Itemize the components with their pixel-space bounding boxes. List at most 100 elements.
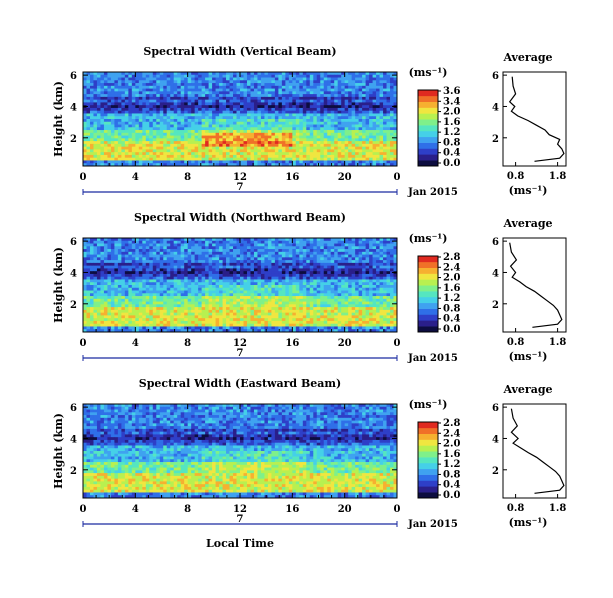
heatmap-cell <box>341 138 346 142</box>
heatmap-cell <box>194 157 199 161</box>
heatmap-cell <box>222 273 227 278</box>
heatmap-cell <box>281 107 286 112</box>
heatmap-cell <box>351 72 356 76</box>
heatmap-cell <box>344 91 349 95</box>
heatmap-cell <box>142 88 147 92</box>
heatmap-cell <box>222 135 227 139</box>
heatmap-cell <box>159 88 164 92</box>
heatmap-cell <box>386 243 391 247</box>
heatmap-cell <box>320 290 325 294</box>
heatmap-cell <box>267 116 272 120</box>
heatmap-cell <box>208 116 213 120</box>
heatmap-cell <box>285 135 290 139</box>
heatmap-cell <box>337 246 342 250</box>
heatmap-cell <box>240 119 244 123</box>
heatmap-cell <box>306 268 311 272</box>
heatmap-cell <box>292 268 297 272</box>
heatmap-cell <box>344 132 349 136</box>
heatmap-cell <box>386 116 391 120</box>
heatmap-cell <box>257 132 262 136</box>
heatmap-cell <box>93 91 98 95</box>
heatmap-cell <box>362 265 366 269</box>
heatmap-cell <box>320 102 325 106</box>
heatmap-cell <box>246 157 251 161</box>
heatmap-cell <box>142 102 147 106</box>
heatmap-cell <box>236 152 241 156</box>
heatmap-cell <box>110 276 115 280</box>
heatmap-cell <box>323 240 328 244</box>
heatmap-cell <box>173 265 178 269</box>
heatmap-cell <box>177 287 182 291</box>
heatmap-cell <box>222 141 227 145</box>
heatmap-cell <box>114 94 119 98</box>
heatmap-cell <box>156 287 161 291</box>
heatmap-cell <box>83 99 87 103</box>
heatmap-cell <box>267 285 272 289</box>
heatmap-cell <box>159 138 164 142</box>
heatmap-cell <box>358 287 363 291</box>
heatmap-cell <box>309 279 314 283</box>
heatmap-cell <box>233 121 237 125</box>
heatmap-cell <box>110 94 115 98</box>
heatmap-cell <box>365 94 370 98</box>
heatmap-cell <box>163 119 168 123</box>
heatmap-cell <box>281 285 286 289</box>
heatmap-cell <box>278 74 283 78</box>
heatmap-cell <box>351 141 356 145</box>
heatmap-cell <box>194 287 199 291</box>
heatmap-cell <box>341 80 346 84</box>
heatmap-cell <box>233 154 237 159</box>
heatmap-cell <box>83 268 87 272</box>
heatmap-cell <box>149 138 154 142</box>
heatmap-cell <box>205 268 209 272</box>
heatmap-cell <box>138 268 143 272</box>
heatmap-cell <box>166 138 171 142</box>
heatmap-cell <box>309 74 314 78</box>
heatmap-cell <box>177 119 182 123</box>
heatmap-cell <box>351 265 356 269</box>
heatmap-cell <box>240 77 244 81</box>
heatmap-cell <box>229 127 234 131</box>
heatmap-cell <box>257 157 262 161</box>
heatmap-cell <box>187 271 192 275</box>
heatmap-cell <box>107 254 112 258</box>
heatmap-cell <box>233 290 237 294</box>
heatmap-cell <box>177 265 182 269</box>
heatmap-cell <box>264 262 269 267</box>
heatmap-cell <box>341 279 346 283</box>
heatmap-cell <box>86 105 91 109</box>
heatmap-cell <box>226 94 230 98</box>
heatmap-cell <box>149 110 154 114</box>
heatmap-cell <box>278 80 283 84</box>
heatmap-cell <box>229 85 234 89</box>
heatmap-cell <box>372 99 377 103</box>
heatmap-cell <box>323 271 328 275</box>
heatmap-cell <box>219 146 223 150</box>
heatmap-cell <box>337 124 342 128</box>
heatmap-cell <box>128 99 133 103</box>
heatmap-cell <box>372 83 377 87</box>
heatmap-cell <box>285 141 290 145</box>
heatmap-cell <box>163 276 168 280</box>
heatmap-cell <box>292 243 297 247</box>
heatmap-cell <box>278 287 283 291</box>
heatmap-cell <box>89 138 94 142</box>
heatmap-cell <box>177 141 182 145</box>
heatmap-cell <box>138 238 143 242</box>
heatmap-cell <box>334 251 339 255</box>
heatmap-cell <box>166 279 171 283</box>
heatmap-cell <box>295 146 300 150</box>
heatmap-cell <box>344 238 349 242</box>
heatmap-cell <box>341 143 346 148</box>
heatmap-cell <box>323 72 328 76</box>
heatmap-cell <box>323 85 328 89</box>
heatmap-cell <box>114 285 119 289</box>
heatmap-cell <box>156 124 161 128</box>
heatmap-cell <box>96 271 101 275</box>
heatmap-cell <box>288 271 293 275</box>
heatmap-cell <box>166 107 171 112</box>
heatmap-cell <box>302 163 307 167</box>
heatmap-cell <box>166 99 171 103</box>
heatmap-cell <box>306 72 311 76</box>
heatmap-cell <box>222 240 227 244</box>
